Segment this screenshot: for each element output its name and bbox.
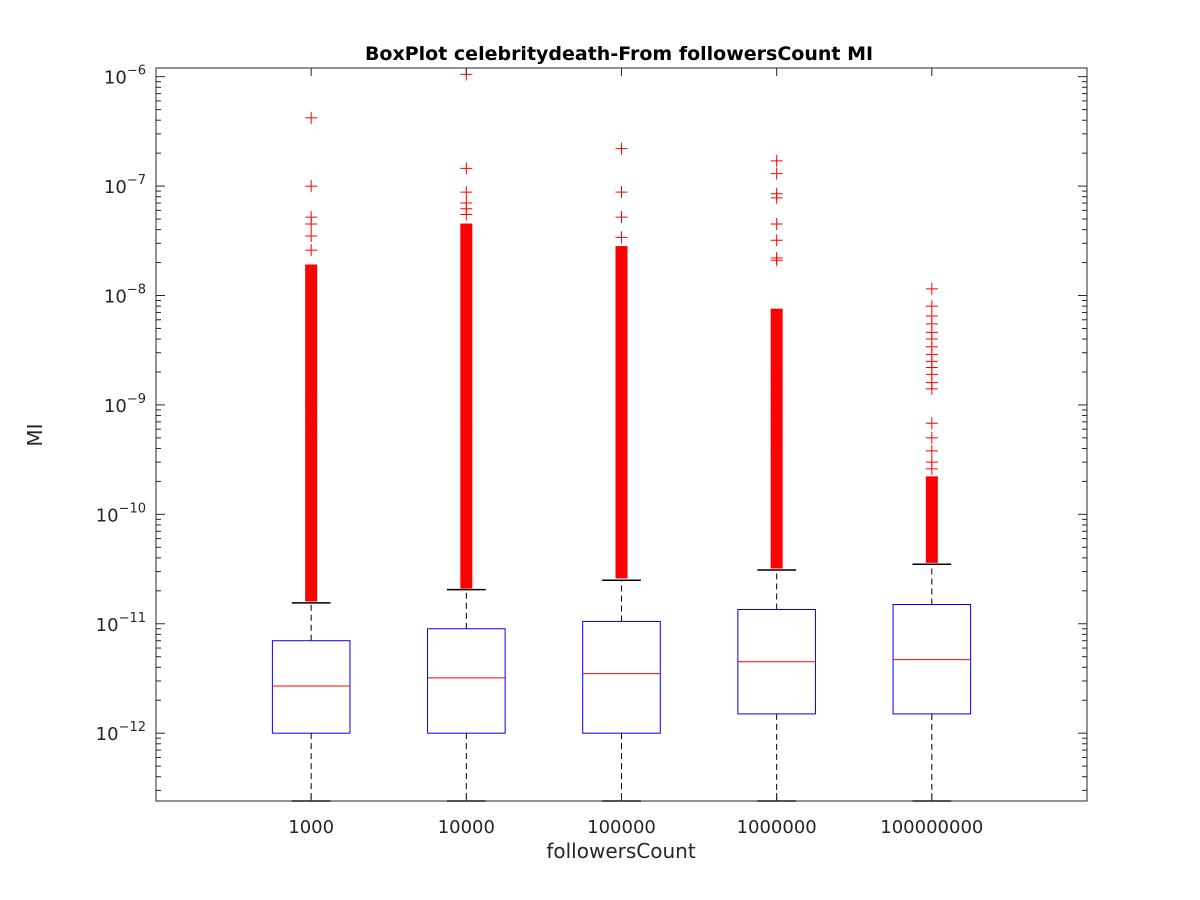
outlier-point — [305, 401, 318, 414]
outlier-point — [925, 282, 938, 295]
box-group-1000000 — [737, 154, 816, 802]
box-group-10000 — [427, 68, 506, 802]
outlier-point — [770, 431, 783, 444]
y-tick-label: 10−6 — [104, 64, 146, 89]
outlier-point — [925, 382, 938, 395]
outlier-point — [305, 229, 318, 242]
outlier-point — [305, 111, 318, 124]
outlier-point — [770, 167, 783, 180]
outlier-point — [770, 218, 783, 231]
outlier-point — [925, 417, 938, 430]
outlier-point — [770, 376, 783, 389]
outlier-point — [615, 211, 628, 224]
y-tick-label: 10−11 — [96, 611, 146, 636]
outlier-point — [770, 154, 783, 167]
x-tick-label: 1000 — [288, 817, 334, 838]
outlier-point — [460, 186, 473, 199]
x-tick-label: 1000000 — [737, 817, 817, 838]
outlier-point — [770, 191, 783, 204]
outlier-point — [925, 444, 938, 457]
outlier-point — [615, 231, 628, 244]
outlier-point — [770, 403, 783, 416]
outlier-point — [305, 244, 318, 257]
x-tick-label: 100000000 — [880, 817, 983, 838]
outlier-point — [770, 390, 783, 403]
outlier-point — [770, 419, 783, 432]
y-axis-label: MI — [23, 423, 47, 446]
outlier-point — [770, 234, 783, 247]
outlier-point — [460, 412, 473, 425]
box-iqr — [271, 640, 351, 734]
outlier-cluster — [925, 476, 938, 563]
x-tick-label: 10000 — [438, 817, 495, 838]
box-iqr — [427, 628, 506, 734]
outlier-point — [615, 270, 628, 283]
axis-ticks: 1000 10000 100000 1000000 100000000 10−12 10−1… — [96, 64, 1087, 838]
outlier-point — [615, 186, 628, 199]
x-axis-label: followersCount — [546, 839, 695, 863]
box-group-1000 — [271, 111, 351, 802]
outlier-point — [305, 218, 318, 231]
y-tick-label: 10−8 — [104, 283, 146, 308]
plot-area — [271, 68, 972, 802]
outlier-point — [770, 254, 783, 267]
box-group-100000000 — [892, 282, 972, 802]
outlier-point — [305, 427, 318, 440]
outlier-point — [305, 412, 318, 425]
outlier-point — [925, 462, 938, 475]
outlier-point — [305, 180, 318, 193]
box-iqr — [582, 620, 661, 734]
y-tick-label: 10−7 — [104, 173, 146, 198]
outlier-point — [460, 208, 473, 221]
outlier-point — [615, 142, 628, 155]
y-tick-label: 10−12 — [96, 720, 146, 745]
x-tick-label: 100000 — [587, 817, 656, 838]
outlier-point — [925, 431, 938, 444]
box-group-100000 — [582, 142, 661, 802]
y-tick-label: 10−9 — [104, 392, 146, 417]
chart-title: BoxPlot celebritydeath-From followersCou… — [365, 43, 873, 65]
outlier-point — [615, 401, 628, 414]
outlier-cluster — [460, 224, 473, 589]
outlier-point — [615, 427, 628, 440]
y-tick-label: 10−10 — [96, 501, 146, 526]
outlier-point — [460, 162, 473, 175]
